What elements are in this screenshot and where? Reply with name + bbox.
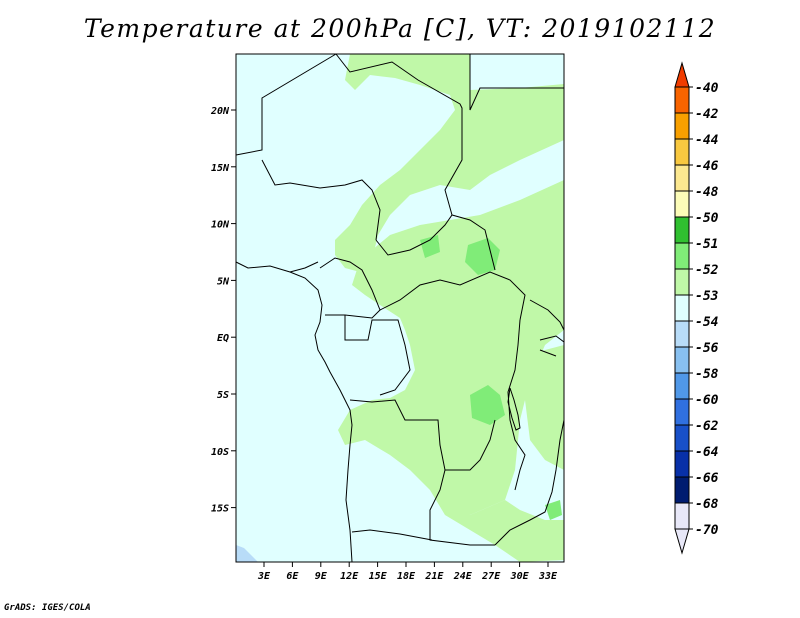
border-cameroon — [319, 257, 381, 319]
lat-tick-label: 5S — [217, 390, 229, 401]
border-niger-libya — [335, 53, 463, 216]
lat-tick-label: 10S — [211, 447, 229, 458]
border-chad-car — [375, 214, 496, 271]
border-zambia-mozambique — [494, 419, 565, 546]
cool-patch-sw — [236, 545, 258, 562]
legend-label: -53 — [695, 289, 719, 304]
legend-color-box — [674, 86, 690, 114]
warm-band-south — [430, 490, 564, 562]
lon-tick-label: 3E — [257, 571, 271, 582]
lat-tick-label: 5N — [217, 276, 230, 287]
map-title: Temperature at 200hPa [C], VT: 201910211… — [83, 14, 717, 43]
legend-label: -64 — [695, 445, 719, 460]
legend-label: -52 — [695, 263, 719, 278]
lon-tick-label: 24E — [453, 571, 473, 582]
core-patch-3 — [470, 385, 505, 425]
legend-color-box — [674, 398, 690, 426]
legend-color-box — [674, 424, 690, 452]
border-great-lakes — [507, 319, 526, 491]
legend-color-box — [674, 476, 690, 504]
lon-tick-label: 15E — [369, 571, 388, 582]
legend-bottom-arrow — [674, 528, 690, 555]
legend-color-box — [674, 268, 690, 296]
lat-tick-label: 15N — [211, 163, 230, 174]
legend-color-box — [674, 190, 690, 218]
lake-tanganyika — [507, 387, 521, 431]
border-sahara-north — [235, 53, 337, 156]
border-chad-sudan — [469, 54, 564, 111]
warm-band-central — [338, 180, 564, 515]
legend-label: -42 — [695, 107, 719, 122]
core-patch-4 — [545, 500, 562, 520]
legend-label: -51 — [695, 237, 718, 252]
border-angola-zambia — [429, 469, 495, 546]
border-angola-drc — [349, 399, 496, 471]
border-cameroon-nigeria — [289, 261, 319, 273]
core-patch-1 — [465, 238, 500, 275]
legend-color-box — [674, 502, 690, 530]
lat-tick-label: 10N — [211, 220, 230, 231]
legend-label: -70 — [695, 523, 719, 538]
legend-label: -50 — [695, 211, 719, 226]
longitude-axis: 3E 6E 9E 12E 15E 18E 21E 24E 27E 30E 33E — [257, 562, 558, 582]
color-legend: -40 -42 -44 -46 -48 -50 -51 -52 -53 -54 -56 -58 -60 -… — [674, 61, 719, 555]
warm-band-east — [520, 345, 564, 470]
map-plot-area — [235, 53, 565, 563]
lon-tick-label: 21E — [424, 571, 444, 582]
warm-band-north — [335, 54, 564, 272]
legend-color-box — [674, 346, 690, 374]
lon-tick-label: 6E — [286, 571, 299, 582]
legend-label: -68 — [695, 497, 719, 512]
lon-tick-label: 27E — [481, 571, 501, 582]
legend-color-box — [674, 112, 690, 140]
legend-color-box — [674, 294, 690, 322]
legend-label: -62 — [695, 419, 719, 434]
legend-label: -58 — [695, 367, 719, 382]
legend-color-box — [674, 450, 690, 478]
lake-victoria-shore — [539, 335, 565, 357]
legend-color-box — [674, 242, 690, 270]
temperature-contour-fill — [236, 54, 564, 562]
legend-label: -66 — [695, 471, 719, 486]
legend-color-box — [674, 320, 690, 348]
border-gabon-congo — [344, 315, 411, 396]
coastline-west-africa — [235, 261, 353, 563]
legend-label: -40 — [695, 81, 719, 96]
legend-color-box — [674, 138, 690, 166]
lon-tick-label: 33E — [538, 571, 558, 582]
legend-label: -60 — [695, 393, 719, 408]
lat-tick-label: EQ — [217, 333, 229, 344]
legend-color-box — [674, 216, 690, 244]
country-borders — [235, 53, 565, 563]
legend-color-box — [674, 372, 690, 400]
grads-credit: GrADS: IGES/COLA — [4, 603, 91, 613]
legend-label: -54 — [695, 315, 719, 330]
legend-top-arrow — [674, 61, 690, 88]
lon-tick-label: 12E — [340, 571, 359, 582]
map-frame — [235, 53, 565, 563]
legend-color-box — [674, 164, 690, 192]
legend-label: -44 — [695, 133, 719, 148]
border-namibia — [351, 529, 433, 541]
latitude-axis: 20N 15N 10N 5N EQ 5S 10S 15S — [210, 106, 236, 515]
legend-label: -56 — [695, 341, 719, 356]
border-drc-car — [379, 271, 526, 321]
lon-tick-label: 30E — [510, 571, 530, 582]
legend-label: -46 — [695, 159, 719, 174]
lon-tick-label: 18E — [397, 571, 416, 582]
legend-label: -48 — [695, 185, 719, 200]
border-uganda-kenya — [529, 299, 565, 331]
lon-tick-label: 9E — [315, 571, 328, 582]
border-niger-nigeria — [261, 159, 381, 241]
core-patch-2 — [420, 235, 440, 258]
lat-tick-label: 20N — [210, 106, 230, 117]
lat-tick-label: 15S — [211, 504, 229, 515]
